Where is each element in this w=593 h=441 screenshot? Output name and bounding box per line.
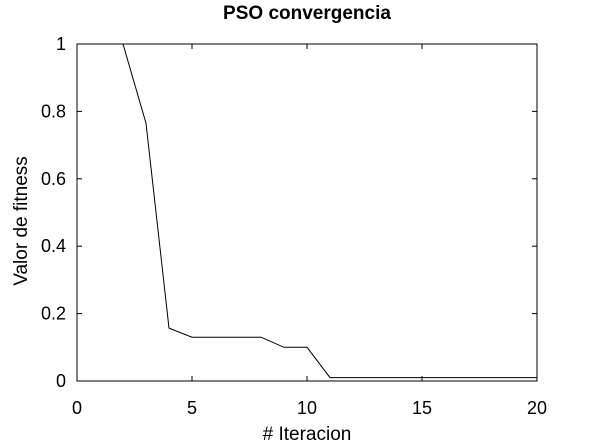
chart-title: PSO convergencia	[223, 3, 391, 24]
y-tick-label: 0.6	[41, 169, 66, 189]
x-tick-label: 0	[72, 398, 82, 418]
series-line	[100, 43, 537, 379]
y-axis-label: Valor de fitness	[11, 156, 32, 286]
y-tick-label: 0	[56, 371, 66, 391]
tick-group: 0 5 10 15 20 0 0.2 0.4 0.6 0.8 1	[41, 34, 547, 418]
x-axis-label: # Iteracion	[263, 424, 352, 441]
plot-area: 0 5 10 15 20 0 0.2 0.4 0.6 0.8 1	[41, 34, 547, 418]
x-tick-label: 20	[527, 398, 547, 418]
x-tick-label: 15	[412, 398, 432, 418]
y-tick-label: 1	[56, 34, 66, 54]
y-tick-label: 0.4	[41, 236, 66, 256]
x-tick-label: 10	[297, 398, 317, 418]
y-tick-label: 0.8	[41, 101, 66, 121]
plot-frame	[76, 43, 538, 382]
x-tick-label: 5	[187, 398, 197, 418]
y-tick-label: 0.2	[41, 304, 66, 324]
